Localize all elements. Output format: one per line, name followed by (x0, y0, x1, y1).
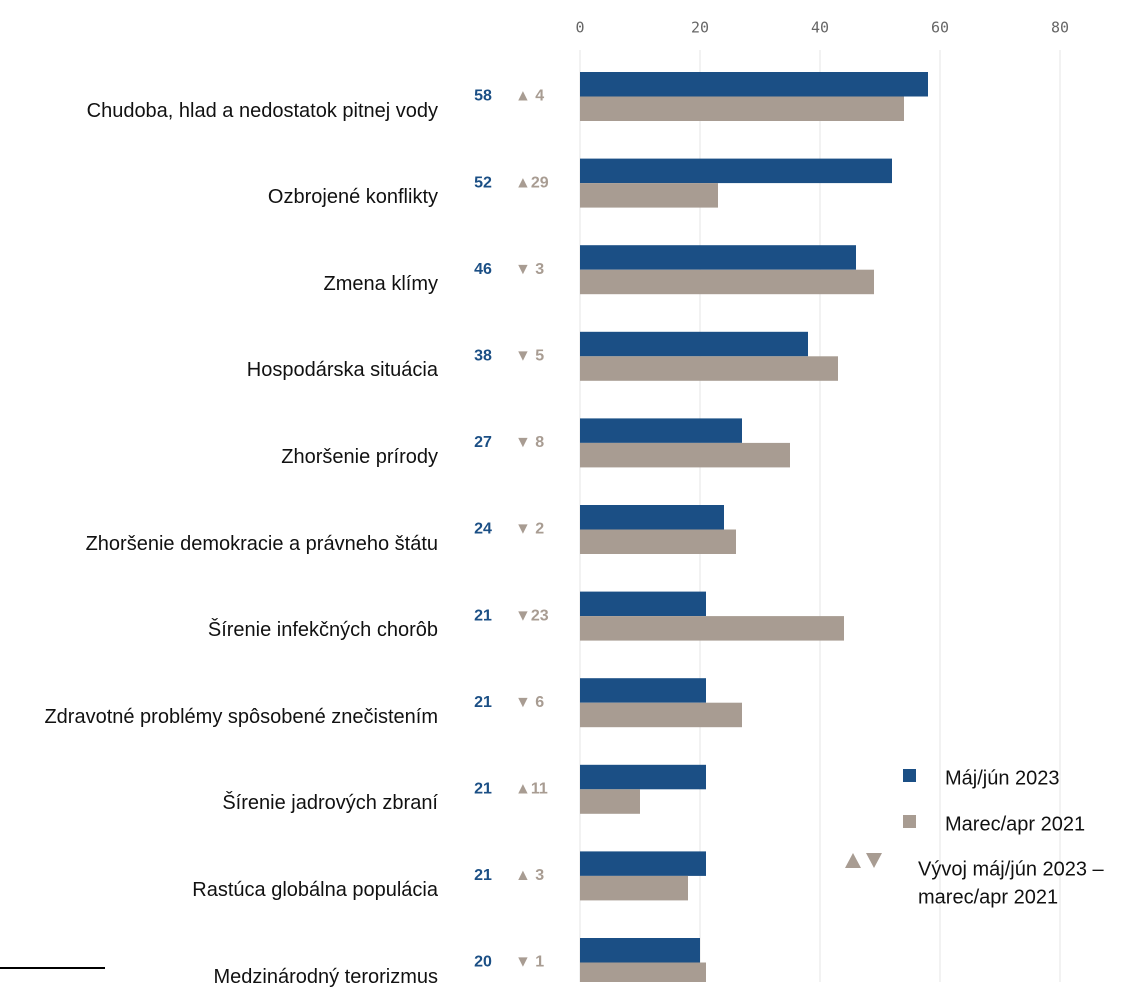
change-label: ▼23 (515, 607, 549, 624)
bar (580, 269, 874, 295)
value-label: 20 (474, 954, 492, 971)
legend-up-arrow (845, 853, 861, 868)
bar (580, 505, 724, 530)
value-label: 21 (474, 694, 492, 711)
bar (580, 938, 700, 963)
category-label: Šírenie jadrových zbraní (222, 792, 438, 815)
category-label: Zhoršenie demokracie a právneho štátu (85, 532, 438, 555)
x-tick-label: 60 (931, 19, 949, 37)
bar (580, 245, 856, 270)
legend-note: marec/apr 2021 (918, 886, 1058, 908)
x-tick-label: 0 (575, 19, 584, 37)
change-label: ▲ 4 (515, 88, 544, 105)
value-label: 24 (474, 521, 492, 538)
legend-label: Máj/jún 2023 (945, 767, 1060, 789)
bar (580, 529, 736, 554)
x-tick-label: 20 (691, 19, 709, 37)
change-label: ▼ 3 (515, 261, 544, 278)
category-label: Rastúca globálna populácia (192, 878, 438, 901)
legend-swatch (903, 815, 916, 828)
legend-swatch (903, 769, 916, 782)
value-label: 38 (474, 348, 492, 365)
bar (580, 962, 706, 982)
category-label: Zmena klímy (323, 272, 438, 295)
category-label: Hospodárska situácia (246, 359, 438, 382)
legend-down-arrow (866, 853, 882, 868)
change-label: ▲11 (515, 781, 548, 798)
change-label: ▼ 2 (515, 521, 544, 538)
legend-note: Vývoj máj/jún 2023 – (918, 858, 1105, 880)
bar (580, 851, 706, 876)
bar (580, 72, 928, 97)
value-label: 21 (474, 781, 492, 798)
bar (580, 678, 706, 703)
change-label: ▼ 1 (515, 954, 544, 971)
bar (580, 183, 718, 208)
change-label: ▼ 8 (515, 434, 544, 451)
change-label: ▲ 3 (515, 867, 544, 884)
category-label: Zhoršenie prírody (281, 445, 438, 468)
bar (580, 875, 688, 901)
bar (580, 356, 838, 381)
bar (580, 702, 742, 728)
change-label: ▲29 (515, 174, 549, 191)
legend-label: Marec/apr 2021 (945, 813, 1085, 835)
category-label: Šírenie infekčných chorôb (207, 619, 438, 642)
value-label: 58 (474, 88, 492, 105)
bar (580, 591, 706, 617)
category-label: Medzinárodný terorizmus (213, 965, 438, 988)
bar (580, 442, 790, 468)
bar (580, 418, 742, 443)
bar (580, 764, 706, 790)
change-label: ▼ 6 (515, 694, 544, 711)
value-label: 21 (474, 607, 492, 624)
bar (580, 616, 844, 641)
change-label: ▼ 5 (515, 348, 544, 365)
category-label: Chudoba, hlad a nedostatok pitnej vody (86, 99, 438, 122)
bar (580, 96, 904, 121)
category-label: Ozbrojené konflikty (267, 186, 438, 209)
value-label: 21 (474, 867, 492, 884)
value-label: 52 (474, 174, 492, 191)
x-tick-label: 40 (811, 19, 829, 37)
value-label: 46 (474, 261, 492, 278)
x-tick-label: 80 (1051, 19, 1069, 37)
value-label: 27 (474, 434, 492, 451)
category-label: Zdravotné problémy spôsobené znečistením (44, 705, 438, 728)
bar (580, 331, 808, 357)
bar (580, 158, 892, 184)
bar (580, 789, 640, 814)
